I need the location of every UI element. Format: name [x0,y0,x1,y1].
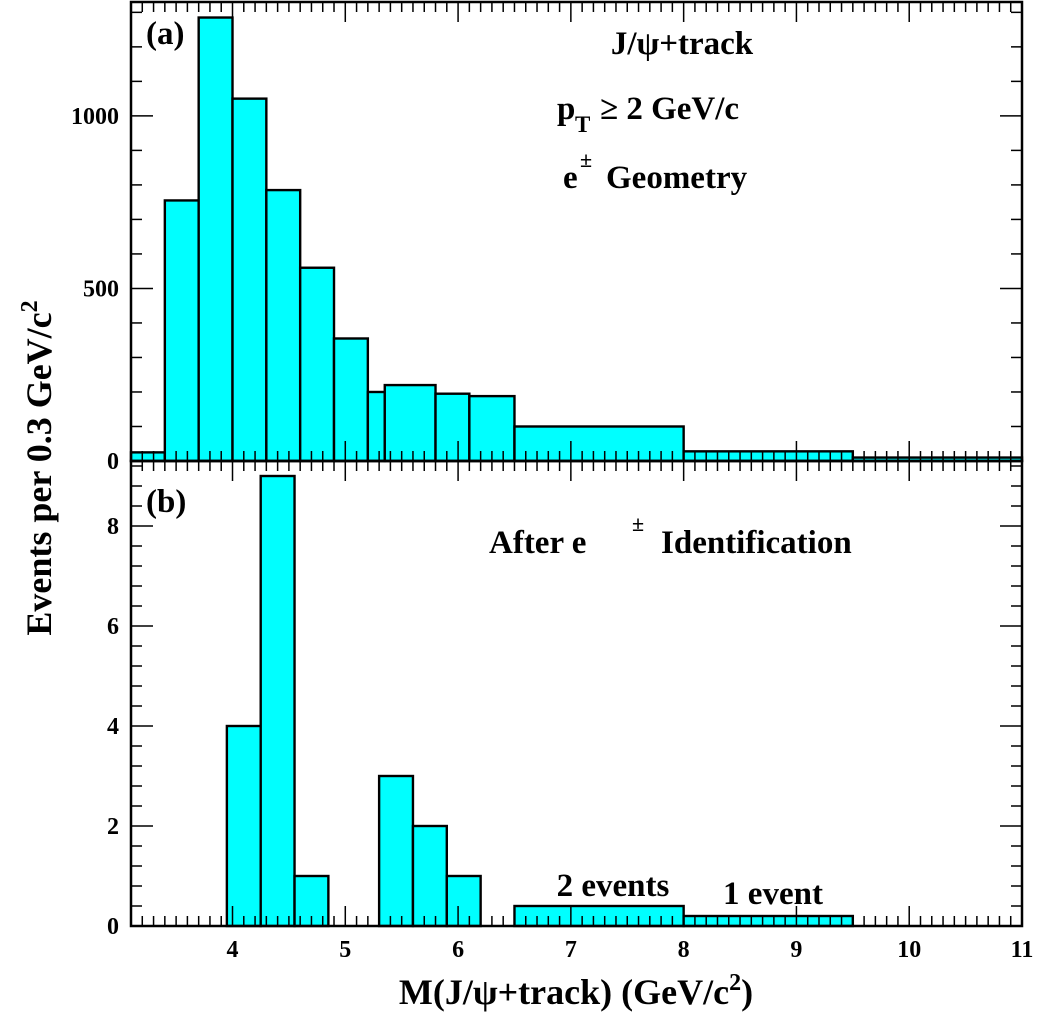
histogram-bin [225,724,262,928]
y-tick-label: 8 [107,514,119,540]
x-tick-label: 6 [452,937,464,963]
y-tick-label: 4 [107,714,119,740]
bin-label-2-events: 2 events [557,868,670,904]
annotation-pm-superscript: ± [580,147,592,172]
histogram-bin [434,392,471,463]
y-tick-label: 2 [107,814,119,840]
annotation-after-e: After e [489,525,586,561]
annotation-jpsi-track: J/ψ+track [611,26,754,62]
histogram-bin [682,450,855,463]
x-tick-label: 10 [897,937,921,963]
histogram-bin [445,874,482,928]
annotation-pt-symbol: p [557,91,575,127]
histogram-bin [383,383,437,463]
panel-a: (a) J/ψ+track p T ≥ 2 GeV/c e ± Geometry [129,0,1024,463]
histogram-bin [377,774,415,928]
y-tick-labels-a: 0 500 1000 [71,104,119,475]
x-tick-label: 8 [678,937,690,963]
y-tick-label: 6 [107,614,119,640]
histogram-a [129,16,1024,463]
histogram-bin [332,337,370,463]
annotation-after-eid: After e ± Identification [489,511,852,561]
x-tick-label: 5 [339,937,351,963]
x-tick-label: 4 [227,937,239,963]
histogram-bin [513,904,685,928]
frame-b [129,459,1024,928]
annotation-pt-subscript: T [575,112,590,137]
x-tick-label: 11 [1011,937,1034,963]
annotation-geometry-word: Geometry [606,160,748,196]
histogram-bin [163,199,200,463]
panel-b: (b) After e ± Identification 2 events 1 … [129,459,1024,928]
annotation-e-symbol: e [563,160,578,196]
y-tick-label: 500 [83,276,119,302]
histogram-bin [366,390,386,463]
x-tick-label: 7 [565,937,577,963]
x-axis-title: M(J/ψ+track) (GeV/c2) [399,970,753,1012]
histogram-bin [197,16,234,463]
x-axis-title-sup: 2 [729,970,741,996]
ticks-a [130,2,1023,462]
x-axis-title-main: M(J/ψ+track) (GeV/c [399,972,729,1012]
histogram-bin [682,914,855,928]
histogram-bin [231,97,268,463]
x-tick-labels: 4 5 6 7 8 9 10 11 [227,937,1034,963]
histogram-bin [411,824,448,928]
histogram-bin [513,425,685,463]
y-axis-title: Events per 0.3 GeV/c2 [17,300,59,635]
histogram-bin [259,474,296,928]
bin-label-1-event: 1 event [723,876,823,912]
histogram-bin [298,266,336,463]
y-tick-label: 0 [107,449,119,475]
y-tick-label: 0 [107,914,119,940]
annotation-pm-superscript-b: ± [632,511,644,536]
x-tick-label: 9 [790,937,802,963]
annotation-identification: Identification [661,525,852,561]
y-tick-label: 1000 [71,104,119,130]
annotation-pt-value: ≥ 2 GeV/c [600,91,739,127]
histogram-bin [265,188,302,463]
panel-label-a: (a) [146,16,184,52]
histogram-bin [129,451,167,463]
y-axis-title-main: Events per 0.3 GeV/c [19,312,59,635]
panel-label-b: (b) [146,484,186,520]
annotation-geometry: e ± Geometry [563,147,748,196]
annotation-pt-cut: p T ≥ 2 GeV/c [557,91,739,137]
y-axis-title-sup: 2 [17,300,43,312]
x-axis-title-close: ) [741,972,753,1012]
y-tick-labels-b: 0 2 4 6 8 [107,514,119,940]
